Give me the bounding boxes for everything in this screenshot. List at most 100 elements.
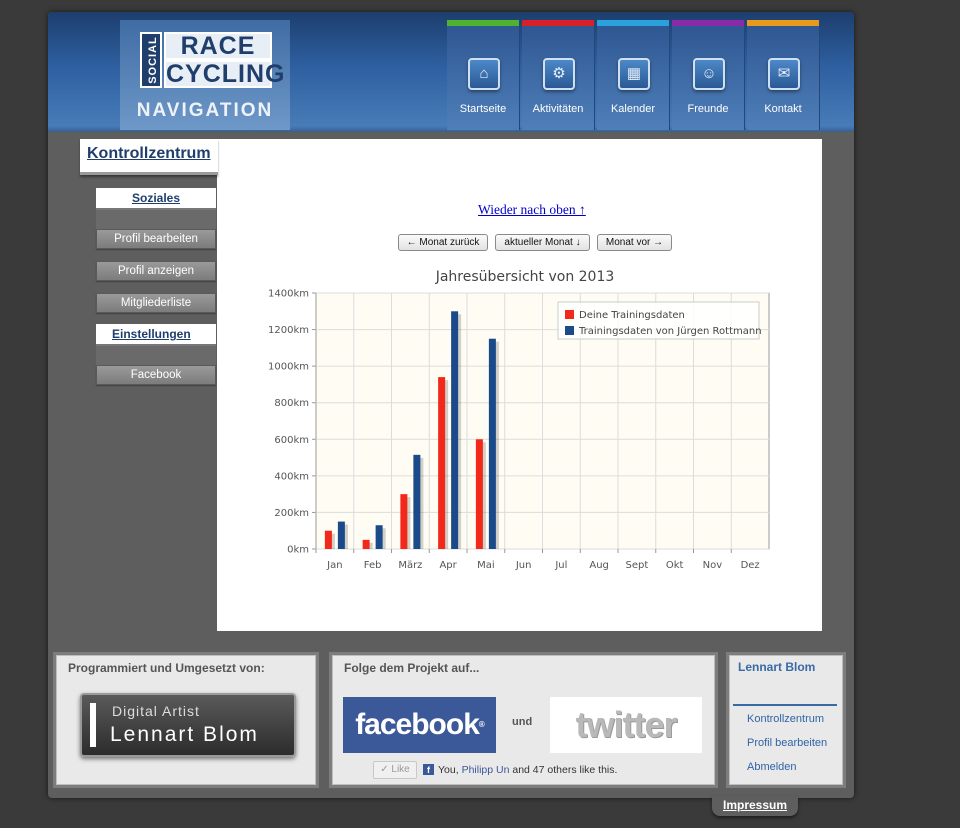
x-tick-label: Sept <box>625 560 648 571</box>
logo-race-text: RACE <box>164 32 272 60</box>
y-tick-label: 0km <box>287 545 309 556</box>
friends-icon: ☺ <box>693 58 725 90</box>
user-link-profil-bearbeiten[interactable]: Profil bearbeiten <box>747 737 828 749</box>
page-title[interactable]: Kontrollzentrum <box>87 145 211 162</box>
x-tick-label: Jul <box>554 560 567 571</box>
sidebar-heading-einstellungen[interactable]: Einstellungen <box>96 324 216 346</box>
x-tick-label: März <box>398 560 422 571</box>
like-button[interactable]: ✓ Like <box>373 761 417 779</box>
nav-tab-label: Kontakt <box>764 103 802 115</box>
user-name: Lennart Blom <box>738 660 816 674</box>
bicycle-icon: ⚙ <box>543 58 575 90</box>
facebook-icon: f <box>423 764 434 775</box>
chart-title: Jahresübersicht von 2013 <box>435 269 615 285</box>
und-text: und <box>512 716 533 728</box>
nav-tab-kontakt[interactable]: ✉ Kontakt <box>747 20 820 130</box>
nav-tab-freunde[interactable]: ☺ Freunde <box>672 20 745 130</box>
nav-tab-color-bar <box>597 20 669 26</box>
bar-deine <box>475 439 483 549</box>
navigation-label: NAVIGATION <box>136 100 274 121</box>
chart: Jahresübersicht von 2013 0km 200km 400km 600… <box>268 269 770 571</box>
legend-box <box>557 301 760 340</box>
like-text-post: and 47 others like this. <box>509 764 618 776</box>
legend-swatch <box>565 326 574 335</box>
nav-tab-color-bar <box>447 20 519 26</box>
x-tick-label: Aug <box>589 560 609 571</box>
x-tick-label: Mai <box>477 560 495 571</box>
bar-deine <box>362 539 370 549</box>
credits-title: Programmiert und Umgesetzt von: <box>68 661 265 675</box>
bar-deine <box>400 494 408 549</box>
x-tick-label: Jun <box>515 560 532 571</box>
home-icon: ⌂ <box>468 58 500 90</box>
site-logo[interactable]: SOCIAL RACE CYCLING <box>140 30 286 90</box>
sidebar-group-body <box>96 210 216 230</box>
y-tick-label: 200km <box>274 508 309 519</box>
like-text-pre: You, <box>438 764 462 776</box>
bar-deine <box>438 377 446 549</box>
sidebar-item-facebook[interactable]: Facebook <box>96 365 216 385</box>
bar-rottmann <box>375 525 383 549</box>
calendar-icon: ▦ <box>618 58 650 90</box>
y-tick-label: 400km <box>274 471 309 482</box>
user-link-abmelden[interactable]: Abmelden <box>747 761 797 773</box>
sidebar-item-profil-bearbeiten[interactable]: Profil bearbeiten <box>96 229 216 249</box>
user-link-kontrollzentrum[interactable]: Kontrollzentrum <box>747 713 825 725</box>
y-tick-label: 1400km <box>268 289 309 300</box>
sidebar-item-profil-anzeigen[interactable]: Profil anzeigen <box>96 261 216 281</box>
logo-bar <box>90 703 96 747</box>
y-tick-label: 1000km <box>268 362 309 373</box>
facebook-logo-text: facebook <box>355 708 480 741</box>
follow-title: Folge dem Projekt auf... <box>344 661 480 675</box>
x-tick-label: Jan <box>326 560 342 571</box>
x-tick-label: Dez <box>741 560 760 571</box>
like-summary: You, Philipp Un and 47 others like this. <box>438 764 617 776</box>
x-tick-label: Feb <box>364 560 382 571</box>
logo-social-badge: SOCIAL <box>140 32 162 88</box>
current-month-button[interactable]: aktueller Monat ↓ <box>495 234 590 251</box>
legend-label: Trainingsdaten von Jürgen Rottmann <box>578 326 762 337</box>
logo-cycling-text: CYCLING <box>164 60 286 88</box>
divider <box>733 704 837 706</box>
like-name-link[interactable]: Philipp Un <box>461 764 510 776</box>
registered-mark: ® <box>478 720 485 729</box>
nav-tab-color-bar <box>747 20 819 26</box>
logo-line2: Lennart Blom <box>110 723 259 746</box>
x-tick-label: Okt <box>666 560 684 571</box>
impressum-tab[interactable]: Impressum <box>712 796 798 816</box>
x-tick-label: Nov <box>703 560 723 571</box>
digital-artist-logo[interactable]: Digital Artist Lennart Blom <box>80 693 296 757</box>
bar-deine <box>324 530 332 549</box>
mail-icon: ✉ <box>768 58 800 90</box>
bar-rottmann <box>451 311 459 549</box>
prev-month-button[interactable]: ← Monat zurück <box>398 234 488 251</box>
nav-tab-label: Kalender <box>610 103 656 115</box>
y-tick-label: 800km <box>274 398 309 409</box>
twitter-logo[interactable]: twitter <box>550 697 702 753</box>
logo-social-text: SOCIAL <box>147 36 159 84</box>
y-tick-label: 1200km <box>268 325 309 336</box>
impressum-link[interactable]: Impressum <box>722 798 788 812</box>
next-month-button[interactable]: Monat vor → <box>597 234 672 251</box>
nav-tab-kalender[interactable]: ▦ Kalender <box>597 20 670 130</box>
nav-tab-label: Freunde <box>687 103 729 115</box>
nav-tab-aktivitaeten[interactable]: ⚙ Aktivitäten <box>522 20 595 130</box>
sidebar-heading-soziales[interactable]: Soziales <box>96 188 216 210</box>
legend-label: Deine Trainingsdaten <box>579 310 685 321</box>
nav-tab-startseite[interactable]: ⌂ Startseite <box>447 20 520 130</box>
legend-swatch <box>565 310 574 319</box>
nav-tab-color-bar <box>672 20 744 26</box>
sidebar-item-mitgliederliste[interactable]: Mitgliederliste <box>96 293 216 313</box>
facebook-logo[interactable]: facebook® <box>343 697 496 753</box>
footer-user-box <box>726 652 846 788</box>
sidebar-group-body <box>96 346 216 366</box>
page-title-tab[interactable]: Kontrollzentrum <box>80 139 218 175</box>
nav-tab-label: Startseite <box>459 103 507 115</box>
bar-rottmann <box>337 521 345 549</box>
bar-rottmann <box>488 338 496 549</box>
nav-tab-label: Aktivitäten <box>532 103 584 115</box>
y-tick-label: 600km <box>274 435 309 446</box>
back-to-top-link[interactable]: Wieder nach oben ↑ <box>478 202 586 217</box>
nav-tab-color-bar <box>522 20 594 26</box>
logo-line1: Digital Artist <box>112 703 200 719</box>
